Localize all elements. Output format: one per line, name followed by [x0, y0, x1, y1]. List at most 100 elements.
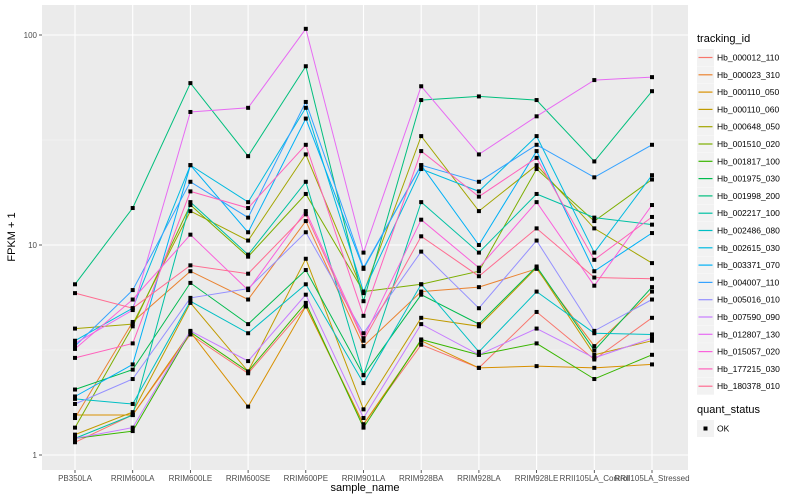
data-point — [361, 338, 366, 343]
data-point — [534, 149, 539, 154]
legend-item: Hb_001998_200 — [697, 187, 780, 205]
legend-item: Hb_002615_030 — [697, 239, 780, 257]
data-point — [246, 105, 251, 110]
legend-label: Hb_000012_110 — [717, 53, 780, 63]
x-tick-label: RRII105LA_Stressed — [614, 474, 689, 483]
minor-gridlines — [42, 139, 688, 351]
data-point — [188, 200, 193, 205]
data-point — [73, 326, 77, 331]
data-point — [592, 365, 597, 370]
x-axis: PB350LA RRIM600LA RRIM600LE RRIM600SE RRIM60… — [58, 470, 690, 483]
data-point — [476, 306, 481, 311]
data-point — [534, 264, 539, 269]
data-point — [130, 288, 135, 293]
data-point — [476, 274, 481, 279]
data-point — [188, 203, 193, 208]
data-point — [534, 167, 539, 172]
data-point — [246, 254, 251, 259]
data-point — [650, 177, 654, 182]
data-point — [534, 142, 539, 147]
legend-label: Hb_177215_030 — [717, 364, 780, 374]
data-point — [361, 313, 366, 318]
data-point — [650, 362, 654, 367]
data-point — [188, 263, 193, 268]
data-point — [419, 98, 424, 103]
data-point — [650, 222, 654, 227]
data-point — [419, 200, 424, 205]
legend-item: Hb_003371_070 — [697, 256, 780, 274]
data-point — [419, 234, 424, 239]
data-point — [534, 114, 539, 119]
legend-label: Hb_001975_030 — [717, 174, 780, 184]
data-point — [73, 432, 77, 437]
data-point — [419, 337, 424, 342]
data-point — [73, 413, 77, 418]
y-tick-label: 1 — [33, 451, 38, 460]
data-point — [73, 440, 77, 445]
data-point — [476, 250, 481, 255]
data-point — [361, 336, 366, 341]
data-point — [476, 269, 481, 274]
legend-item: Hb_177215_030 — [697, 360, 780, 378]
data-point — [650, 315, 654, 320]
data-point — [73, 436, 77, 441]
data-point — [534, 364, 539, 369]
data-point — [592, 283, 597, 288]
data-point — [73, 346, 77, 351]
data-point — [130, 377, 135, 382]
data-point — [130, 413, 135, 418]
data-point — [303, 142, 308, 147]
x-tick-label: RRII105LA_Control — [560, 474, 630, 483]
data-point — [650, 289, 654, 294]
data-point — [303, 99, 308, 104]
data-point — [419, 289, 424, 294]
shape-legend-item: OK — [697, 420, 730, 437]
data-point — [534, 341, 539, 346]
data-point — [246, 238, 251, 243]
data-point — [303, 212, 308, 217]
data-point — [361, 373, 366, 378]
data-point — [592, 219, 597, 224]
data-point — [303, 292, 308, 297]
data-point — [303, 105, 308, 110]
data-point — [419, 292, 424, 297]
data-point — [130, 322, 135, 327]
data-point — [476, 189, 481, 194]
data-point — [592, 215, 597, 220]
data-point — [650, 338, 654, 343]
data-point — [650, 75, 654, 80]
data-point — [476, 209, 481, 214]
shape-legend-title: quant_status — [697, 404, 760, 416]
data-point — [73, 355, 77, 360]
data-point — [361, 407, 366, 412]
legend-label: Hb_001510_020 — [717, 139, 780, 149]
data-point — [592, 159, 597, 164]
data-point — [592, 331, 597, 336]
y-tick-label: 100 — [24, 31, 38, 40]
data-point — [188, 179, 193, 184]
legend-item: Hb_000648_050 — [697, 118, 780, 136]
legend-item: Hb_015057_020 — [697, 343, 780, 361]
data-point — [592, 78, 597, 83]
data-point — [650, 297, 654, 302]
data-point — [303, 152, 308, 157]
data-point — [534, 289, 539, 294]
data-point — [361, 422, 366, 427]
data-point — [303, 26, 308, 31]
data-point — [361, 425, 366, 430]
data-point — [650, 276, 654, 281]
data-point — [130, 367, 135, 372]
data-point — [246, 297, 251, 302]
legend: tracking_id Hb_000012_110Hb_000023_310Hb… — [697, 33, 780, 437]
x-axis-title: sample_name — [330, 482, 399, 494]
legend-label: Hb_000023_310 — [717, 70, 780, 80]
data-point — [73, 341, 77, 346]
legend-label: Hb_001998_200 — [717, 191, 780, 201]
data-point — [188, 189, 193, 194]
data-point — [650, 89, 654, 94]
data-point — [73, 396, 77, 401]
data-point — [73, 425, 77, 430]
data-point — [476, 179, 481, 184]
data-point — [246, 206, 251, 211]
data-point — [188, 332, 193, 337]
